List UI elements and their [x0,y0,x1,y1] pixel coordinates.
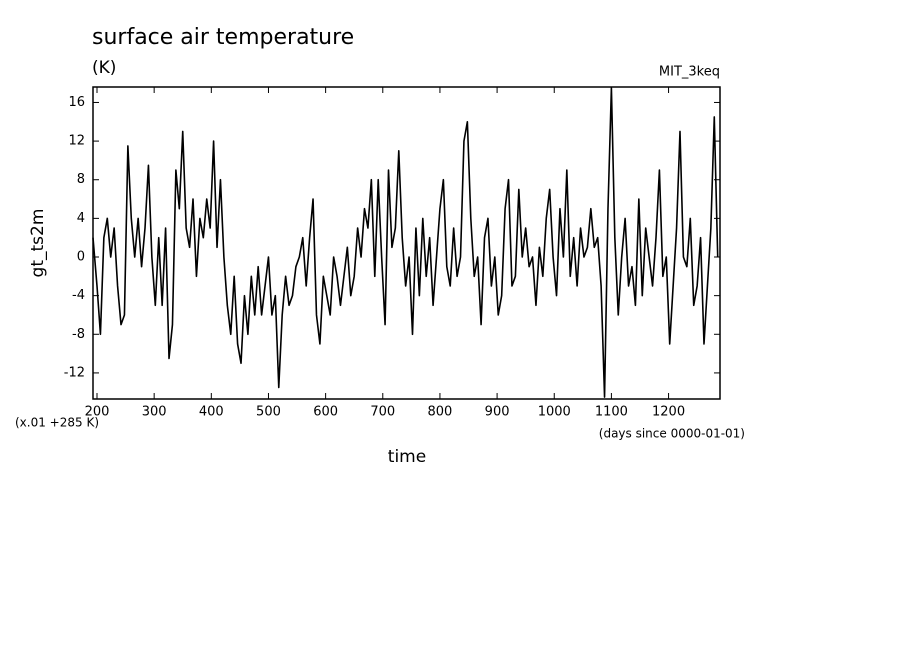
y-tick-label: 16 [68,95,85,110]
y-tick-label: -8 [72,327,85,342]
data-line [92,87,719,398]
x-tick-label: 400 [199,405,224,420]
y-tick-label: -12 [64,365,85,380]
x-tick-label: 1200 [652,405,685,420]
chart-title: surface air temperature [92,25,354,50]
x-tick-label: 900 [485,405,510,420]
x-tick-label: 700 [370,405,395,420]
x-axis-label: time [388,447,426,467]
y-tick-label: 0 [77,250,85,265]
x-tick-label: 300 [142,405,167,420]
chart-subtitle: (K) [92,58,116,78]
annotation: MIT_3keq [659,65,720,80]
y-tick-label: -4 [72,288,85,303]
y-axis-label: gt_ts2m [28,209,48,278]
x-tick-label: 1100 [595,405,628,420]
x-tick-label: 500 [256,405,281,420]
x-tick-label: 200 [85,405,110,420]
y-tick-label: 4 [77,211,85,226]
x-tick-label: 800 [428,405,453,420]
y-tick-label: 12 [68,134,85,149]
x-axis-unit: (days since 0000-01-01) [599,427,745,441]
x-tick-label: 1000 [538,405,571,420]
y-tick-label: 8 [77,172,85,187]
y-axis-unit: (x.01 +285 K) [15,416,99,430]
x-tick-label: 600 [313,405,338,420]
